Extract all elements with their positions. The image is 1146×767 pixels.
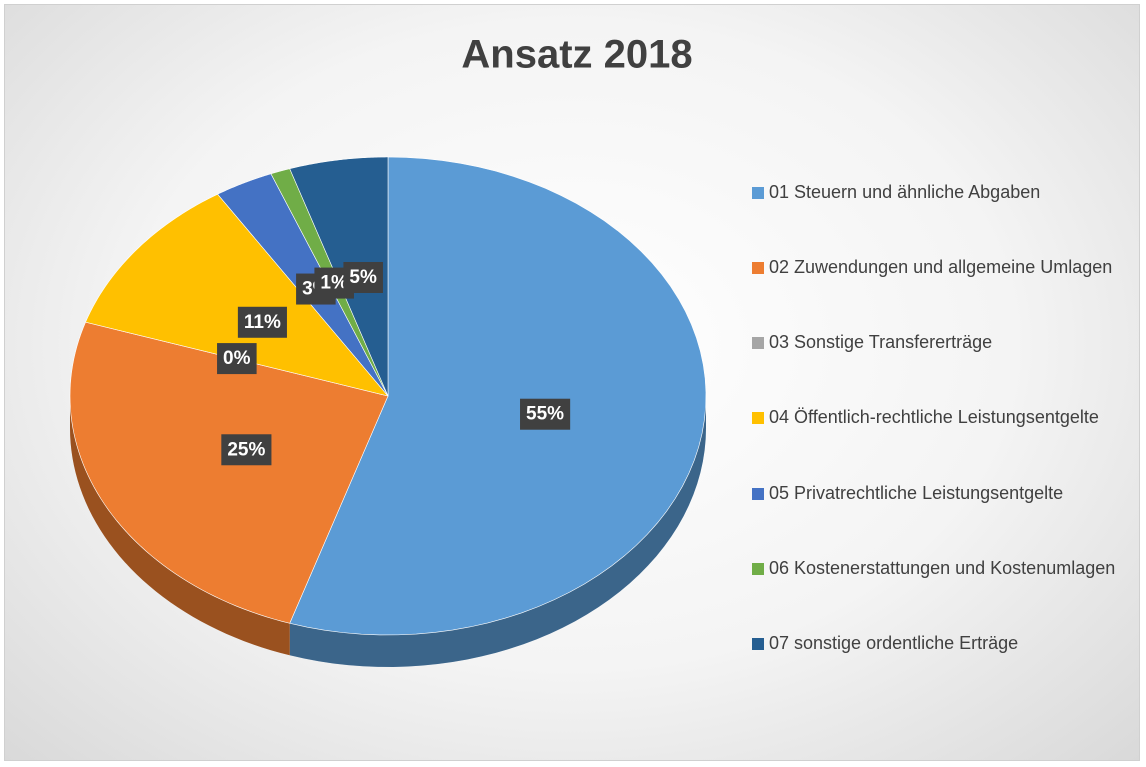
data-label-text: 25%	[227, 439, 265, 460]
legend-item: 04 Öffentlich-rechtliche Leistungsentgel…	[752, 403, 1122, 432]
legend-swatch	[752, 412, 764, 425]
pie-side-shade	[70, 396, 290, 656]
legend-label: 01 Steuern und ähnliche Abgaben	[769, 182, 1041, 202]
data-label-text: 0%	[223, 348, 251, 369]
pie-slice	[289, 156, 707, 636]
legend-item: 07 sonstige ordentliche Erträge	[752, 629, 1122, 658]
data-label-box	[343, 261, 383, 293]
pie-side-shade	[289, 396, 706, 667]
pie-side	[70, 396, 290, 656]
legend-swatch	[752, 187, 764, 199]
pie-slice	[69, 321, 389, 624]
legend-swatch	[752, 637, 764, 650]
legend-swatch	[752, 337, 764, 350]
legend-label: 07 sonstige ordentliche Erträge	[769, 632, 1019, 653]
chart-title: Ansatz 2018	[461, 33, 692, 77]
legend-swatch	[752, 487, 764, 500]
data-label-box	[217, 343, 257, 375]
data-label: 55%	[520, 398, 571, 430]
legend-swatch	[752, 262, 764, 275]
data-label-box	[520, 398, 571, 430]
data-label-text: 55%	[526, 404, 564, 425]
data-label: 5%	[343, 261, 383, 293]
legend-label: 05 Privatrechtliche Leistungsentgelte	[769, 482, 1064, 503]
data-label-box	[237, 306, 287, 338]
pie-slice	[85, 193, 389, 397]
pie-side	[289, 396, 706, 667]
legend-label: 06 Kostenerstattungen und Kostenumlagen	[769, 557, 1116, 578]
data-label: 11%	[237, 306, 287, 338]
data-label: 25%	[221, 434, 272, 466]
legend-label: 04 Öffentlich-rechtliche Leistungsentgel…	[769, 407, 1099, 428]
legend-item: 06 Kostenerstattungen und Kostenumlagen	[752, 554, 1122, 583]
legend-swatch	[752, 562, 764, 575]
data-label-text: 1%	[320, 273, 348, 294]
legend-item: 03 Sonstige Transfererträge	[752, 328, 1122, 357]
legend-item: 01 Steuern und ähnliche Abgaben	[752, 178, 1122, 207]
data-label: 0%	[217, 343, 257, 375]
legend-label: 03 Sonstige Transfererträge	[769, 332, 993, 353]
data-label-text: 5%	[349, 267, 377, 288]
legend-item: 05 Privatrechtliche Leistungsentgelte	[752, 479, 1122, 508]
legend-item: 02 Zuwendungen und allgemeine Umlagen	[752, 253, 1122, 282]
legend: 01 Steuern und ähnliche Abgaben 02 Zuwend…	[752, 178, 1122, 658]
data-label-box	[221, 434, 272, 466]
legend-label: 02 Zuwendungen und allgemeine Umlagen	[769, 257, 1113, 278]
data-label-text: 11%	[244, 312, 281, 333]
